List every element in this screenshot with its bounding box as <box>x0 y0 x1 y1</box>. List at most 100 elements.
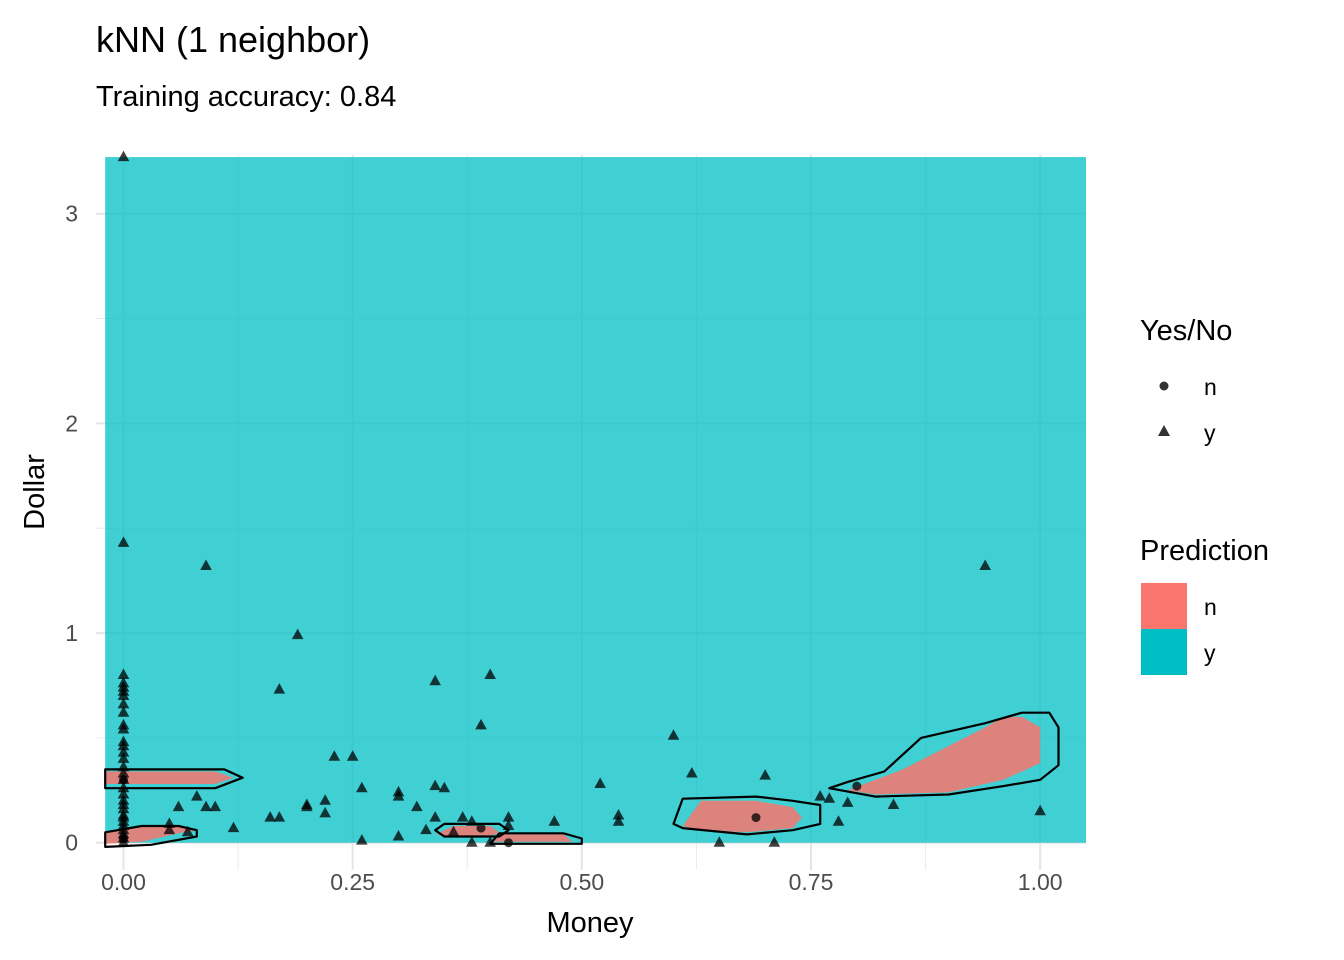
data-point-y <box>264 811 276 822</box>
x-tick-label: 0.25 <box>330 869 375 895</box>
data-point-y <box>117 773 130 784</box>
data-point-y <box>594 777 606 789</box>
data-point-y <box>447 825 460 837</box>
x-tick-label: 0.75 <box>789 869 834 895</box>
data-point-y <box>346 750 359 761</box>
data-point-y <box>200 559 212 570</box>
data-point-y <box>667 729 680 740</box>
data-point-y <box>163 823 176 835</box>
data-point-y <box>117 536 130 547</box>
data-point-y <box>117 150 130 162</box>
data-point-n <box>751 813 761 823</box>
data-point-y <box>117 781 130 793</box>
data-point-y <box>392 829 405 841</box>
data-point-y <box>273 811 286 822</box>
data-point-y <box>502 811 515 822</box>
data-point-y <box>429 811 441 822</box>
data-point-y <box>429 674 441 686</box>
data-point-y <box>686 767 698 778</box>
data-point-y <box>832 815 845 826</box>
data-point-y <box>117 752 130 763</box>
data-point-n <box>504 838 513 848</box>
data-point-y <box>484 836 496 847</box>
legend-yes-no-label-y: y <box>1204 420 1216 446</box>
data-point-y <box>117 697 130 709</box>
data-point-y <box>438 781 451 793</box>
y-axis-title: Dollar <box>19 454 51 530</box>
data-point-n <box>476 823 486 833</box>
prediction-boundary-outline <box>104 768 244 790</box>
x-tick-label: 0.50 <box>559 869 604 895</box>
data-point-y <box>117 681 130 692</box>
chart-subtitle: Training accuracy: 0.84 <box>96 81 396 113</box>
data-point-y <box>979 559 991 570</box>
data-point-y <box>768 836 781 847</box>
data-point-y <box>411 800 423 812</box>
data-point-y <box>319 794 331 805</box>
data-point-y <box>117 723 130 734</box>
prediction-boundary-outline <box>672 795 822 836</box>
data-point-y <box>466 836 478 847</box>
legend-yes-no: Yes/No n y <box>1140 315 1232 446</box>
data-point-y <box>823 792 836 803</box>
prediction-boundary-outline <box>489 832 583 845</box>
data-point-y <box>117 689 130 700</box>
data-point-y <box>429 779 441 791</box>
data-point-y <box>612 815 625 826</box>
data-point-y <box>117 788 130 799</box>
data-point-y <box>117 836 130 847</box>
prediction-regions <box>105 157 1086 844</box>
data-point-y <box>117 802 130 814</box>
data-point-y <box>392 790 405 801</box>
data-point-y <box>172 800 185 812</box>
x-axis-ticks: 0.00 0.25 0.50 0.75 1.00 <box>101 869 1062 895</box>
prediction-region-n <box>682 800 802 833</box>
data-point-y <box>291 628 304 640</box>
data-point-y <box>117 746 130 757</box>
data-point-y <box>475 718 487 730</box>
legend-swatch-y <box>1141 629 1187 675</box>
data-point-y <box>117 767 130 778</box>
chart-title: kNN (1 neighbor) <box>96 19 370 60</box>
prediction-boundary-outline <box>828 711 1060 798</box>
data-point-y <box>356 781 368 793</box>
y-axis-ticks: 0 1 2 3 <box>65 201 78 856</box>
data-point-y <box>328 750 341 761</box>
data-point-y <box>548 815 561 826</box>
data-point-y <box>209 800 221 812</box>
prediction-region-y <box>105 157 1086 843</box>
prediction-region-n <box>105 827 197 844</box>
data-point-y <box>181 825 194 837</box>
data-point-y <box>420 823 432 835</box>
y-tick-label: 1 <box>65 620 78 646</box>
data-point-y <box>273 683 286 694</box>
legend-prediction-title: Prediction <box>1140 535 1269 567</box>
prediction-boundary-outline <box>434 822 510 838</box>
legend-yes-no-title: Yes/No <box>1140 315 1232 347</box>
data-points <box>117 150 1046 848</box>
legend-prediction-label-n: n <box>1204 594 1217 620</box>
x-axis-title: Money <box>546 907 634 939</box>
data-point-y <box>713 836 726 847</box>
y-tick-label: 0 <box>65 830 78 856</box>
data-point-y <box>1034 804 1046 816</box>
data-point-y <box>117 760 130 772</box>
data-point-y <box>356 834 368 845</box>
data-point-y <box>612 808 625 820</box>
legend-prediction-label-y: y <box>1204 640 1216 666</box>
legend-triangle-key <box>1158 425 1170 436</box>
legend-circle-key <box>1159 381 1169 391</box>
data-point-y <box>841 796 854 807</box>
data-point-y <box>117 668 130 679</box>
y-tick-label: 2 <box>65 410 78 436</box>
data-point-y <box>887 798 900 809</box>
legend-prediction: Prediction n y <box>1140 535 1269 675</box>
prediction-region-n <box>847 716 1041 795</box>
data-point-y <box>117 739 130 751</box>
data-point-y <box>200 800 212 812</box>
data-point-y <box>456 811 469 822</box>
data-point-y <box>814 790 826 801</box>
data-point-n <box>852 781 862 791</box>
data-point-y <box>466 815 478 826</box>
